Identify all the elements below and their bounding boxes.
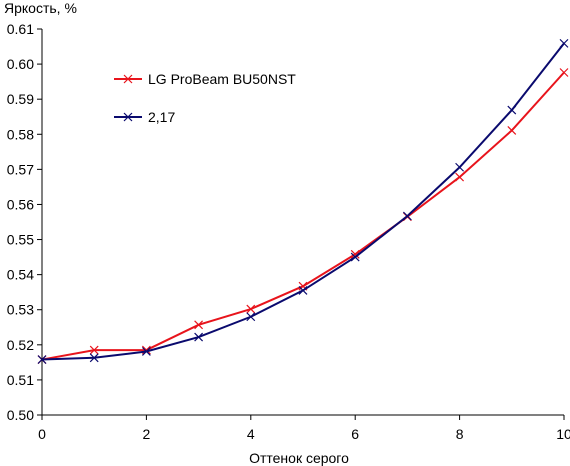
legend-entry-1: LG ProBeam BU50NST — [114, 71, 296, 87]
y-tick-label: 0.52 — [7, 337, 34, 353]
data-point-marker — [350, 252, 360, 262]
data-point-marker — [89, 353, 99, 363]
series-2 — [37, 38, 569, 364]
y-tick-label: 0.58 — [7, 126, 34, 142]
x-tick-label: 6 — [351, 426, 359, 442]
data-point-marker — [37, 355, 47, 364]
legend: LG ProBeam BU50NST 2,17 — [114, 71, 296, 125]
series-line — [41, 42, 565, 361]
data-point-marker — [89, 345, 99, 355]
y-tick-label: 0.59 — [7, 91, 34, 107]
y-tick-label: 0.57 — [7, 161, 34, 177]
axes: 0.50 0.51 0.52 0.53 0.54 0.55 0.56 0.57 0.58 0.59… — [7, 21, 570, 442]
x-tick-label: 8 — [456, 426, 464, 442]
x-tick-label: 0 — [38, 426, 46, 442]
legend-marker — [123, 112, 133, 122]
y-tick-label: 0.54 — [7, 267, 34, 283]
legend-marker — [123, 74, 133, 84]
legend-label: LG ProBeam BU50NST — [148, 71, 296, 87]
data-point-marker — [559, 38, 569, 48]
y-tick-label: 0.50 — [7, 407, 34, 423]
data-point-marker — [194, 332, 204, 342]
legend-entry-2: 2,17 — [114, 109, 175, 125]
legend-label: 2,17 — [148, 109, 175, 125]
data-point-marker — [246, 312, 256, 322]
data-point-marker — [507, 125, 517, 135]
data-point-marker — [455, 172, 465, 182]
data-point-marker — [194, 320, 204, 330]
y-tick-label: 0.51 — [7, 372, 34, 388]
data-point-marker — [350, 249, 360, 259]
x-tick-label: 10 — [556, 426, 570, 442]
data-point-marker — [455, 162, 465, 172]
y-tick-label: 0.55 — [7, 232, 34, 248]
data-point-marker — [246, 304, 256, 314]
series-1 — [37, 68, 569, 364]
x-axis-label: Оттенок серого — [249, 450, 349, 466]
data-point-marker — [507, 105, 517, 115]
y-tick-label: 0.60 — [7, 56, 34, 72]
series-group — [37, 38, 569, 364]
data-point-marker — [298, 286, 308, 295]
y-tick-label: 0.61 — [7, 21, 34, 37]
x-tick-label: 2 — [143, 426, 151, 442]
y-tick-label: 0.56 — [7, 196, 34, 212]
x-tick-label: 4 — [247, 426, 255, 442]
y-axis-label: Яркость, % — [4, 0, 77, 16]
data-point-marker — [402, 211, 412, 221]
y-tick-label: 0.53 — [7, 302, 34, 318]
data-point-marker — [559, 68, 569, 77]
series-line — [41, 71, 565, 361]
data-point-marker — [141, 347, 151, 356]
